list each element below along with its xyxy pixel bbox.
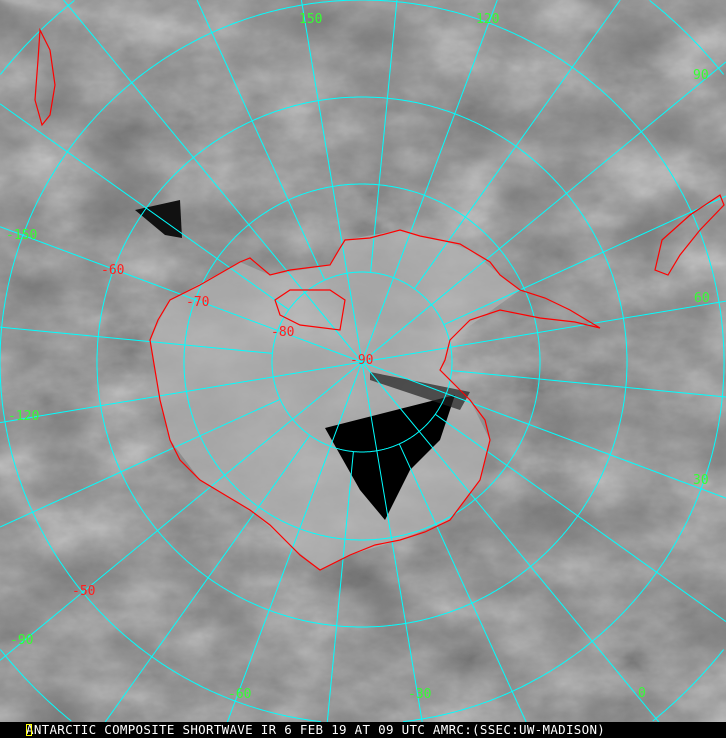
meridian-line: [63, 0, 363, 363]
longitude-label: 90: [693, 68, 709, 83]
latitude-label: -90: [350, 353, 374, 368]
meridian-line: [451, 370, 726, 398]
image-caption: ANTARCTIC COMPOSITE SHORTWAVE IR 6 FEB 1…: [0, 722, 726, 738]
longitude-label: 150: [299, 12, 323, 27]
dark-region: [370, 372, 470, 410]
latitude-label: -50: [72, 584, 96, 599]
latitude-label: -60: [101, 263, 125, 278]
longitude-label: 30: [693, 473, 709, 488]
latitude-circle: [0, 0, 725, 722]
meridian-line: [435, 413, 726, 623]
no-data-patch: [135, 200, 182, 238]
longitude-label: 120: [476, 12, 500, 27]
longitude-label: 0: [638, 686, 646, 701]
longitude-label: -150: [6, 228, 38, 243]
latitude-circle: [96, 96, 628, 628]
meridian-line: [104, 435, 311, 722]
longitude-label: -90: [10, 633, 34, 648]
longitude-label: -120: [8, 409, 40, 424]
meridian-line: [398, 443, 527, 722]
map-canvas: [0, 0, 726, 722]
meridian-line: [0, 361, 363, 661]
meridian-line: [361, 361, 726, 499]
new-zealand-coastline: [34, 27, 56, 127]
ice-shelf-outline: [274, 289, 346, 331]
longitude-label: -60: [228, 687, 252, 702]
antarctica-ice: [150, 230, 520, 570]
latitude-circle: [183, 183, 541, 541]
text-cursor: [26, 724, 32, 736]
meridian-line: [0, 103, 289, 311]
longitude-label: 60: [694, 291, 710, 306]
latitude-circle: [0, 0, 724, 722]
meridian-line: [326, 451, 354, 722]
south-america-coastline: [654, 194, 725, 276]
meridian-line: [0, 326, 273, 354]
latitude-circle: [271, 271, 453, 453]
meridian-line: [300, 0, 363, 363]
no-data-wedge: [325, 395, 455, 520]
meridian-line: [370, 0, 398, 273]
meridian-line: [0, 361, 363, 424]
meridian-line: [361, 0, 498, 363]
latitude-label: -70: [186, 295, 210, 310]
meridian-line: [226, 361, 363, 722]
coastline: [34, 27, 725, 571]
latitude-label: -80: [271, 325, 295, 340]
meridian-line: [443, 195, 726, 326]
antarctica-coastline: [149, 229, 601, 571]
meridian-line: [361, 300, 726, 363]
meridian-line: [0, 398, 281, 528]
meridian-line: [196, 0, 326, 281]
longitude-label: -30: [408, 687, 432, 702]
meridian-line: [413, 0, 621, 289]
meridian-line: [361, 61, 726, 363]
meridian-line: [361, 361, 660, 722]
